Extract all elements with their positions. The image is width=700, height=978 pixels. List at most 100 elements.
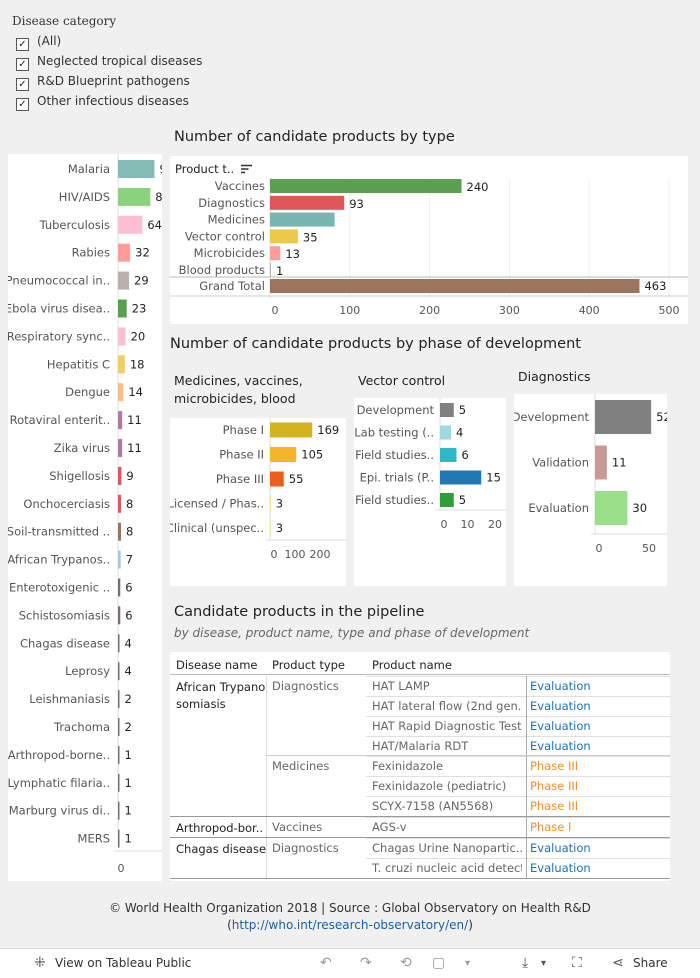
data-label: 5: [459, 403, 466, 417]
phase-bar: [270, 496, 271, 511]
tick-label: 0: [441, 518, 448, 531]
tick-label: 500: [659, 304, 680, 317]
checkbox-icon[interactable]: ✓: [16, 78, 29, 91]
phase-value[interactable]: Evaluation: [530, 699, 591, 713]
phase-value[interactable]: Phase III: [530, 759, 579, 773]
product-name[interactable]: HAT Rapid Diagnostic Test: [372, 719, 522, 733]
category-label: Enterotoxigenic ..: [9, 581, 110, 595]
category-label: Lymphatic filaria..: [8, 776, 110, 790]
phase-bar: [270, 447, 297, 462]
product-name[interactable]: HAT LAMP: [372, 679, 430, 693]
phase-bar: [440, 425, 451, 440]
product-name[interactable]: AGS-v: [372, 820, 407, 834]
phase-bar: [595, 445, 607, 480]
disease-bar: [118, 243, 131, 262]
share-icon[interactable]: ⋖: [612, 955, 624, 971]
data-label: 18: [130, 357, 145, 371]
phase-section-title: Number of candidate products by phase of…: [170, 336, 581, 352]
phase-divider: [526, 858, 527, 878]
tick-label: 0: [272, 304, 279, 317]
row-rule: [366, 817, 670, 818]
data-label: 13: [285, 247, 300, 261]
category-label: Validation: [532, 456, 589, 470]
product-type: Diagnostics: [272, 679, 339, 693]
category-label: Tuberculosis: [39, 218, 110, 232]
phase-value[interactable]: Evaluation: [530, 841, 591, 855]
footer-paren-close: ): [468, 918, 473, 932]
disease-bar: [118, 327, 126, 346]
filter-option[interactable]: ✓ Other infectious diseases: [16, 92, 189, 111]
data-label: 105: [301, 448, 323, 462]
product-name[interactable]: HAT lateral flow (2nd gen..: [372, 699, 522, 713]
pause-icon[interactable]: ▢: [432, 955, 446, 971]
category-label: Phase II: [219, 448, 264, 462]
medicines-panel: Phase I 169 Phase II 105 Phase III 55 Licensed…: [166, 418, 346, 586]
data-label: 6: [462, 448, 469, 462]
product-name[interactable]: SCYX-7158 (AN5568): [372, 799, 494, 813]
data-label: 4: [125, 636, 132, 650]
phase-value[interactable]: Evaluation: [530, 861, 591, 875]
checkbox-icon[interactable]: ✓: [16, 38, 29, 51]
category-label: MERS: [78, 832, 110, 846]
column-header: Product name: [372, 658, 452, 672]
disease-bar: [118, 662, 120, 681]
pause-dropdown-icon[interactable]: ▾: [465, 958, 471, 969]
product-name[interactable]: T. cruzi nucleic acid detect..: [372, 861, 522, 875]
filter-option[interactable]: ✓ (All): [16, 32, 61, 51]
data-label: 5: [459, 493, 466, 507]
total-bar: [270, 279, 640, 293]
product-name[interactable]: Fexinidazole: [372, 759, 444, 773]
row-rule: [366, 796, 670, 797]
share-button[interactable]: Share: [633, 956, 668, 970]
redo-icon[interactable]: ↷: [360, 955, 372, 971]
product-name[interactable]: Chagas Urine Nanopartic..: [372, 841, 522, 855]
phase-bar: [595, 400, 652, 434]
type-header[interactable]: Product t..: [175, 162, 252, 177]
phase-value[interactable]: Evaluation: [530, 719, 591, 733]
footer-link[interactable]: http://who.int/research-observatory/en/: [231, 918, 469, 932]
fullscreen-icon[interactable]: ⛶: [572, 955, 582, 971]
revert-icon[interactable]: ⟲: [400, 955, 412, 971]
phase-value[interactable]: Phase I: [530, 820, 572, 834]
category-label: Hepatitis C: [47, 357, 110, 371]
row-rule: [366, 776, 670, 777]
download-icon[interactable]: ⤓: [522, 955, 529, 971]
row-rule: [366, 756, 670, 757]
phase-value[interactable]: Evaluation: [530, 679, 591, 693]
view-on-tableau-link[interactable]: View on Tableau Public: [55, 956, 192, 970]
data-label: 30: [632, 501, 647, 515]
pipeline-panel[interactable]: Disease name Product type Product name Afri…: [170, 652, 670, 881]
undo-icon[interactable]: ↶: [320, 955, 332, 971]
data-label: 52: [656, 410, 667, 424]
type-divider: [266, 676, 267, 816]
disease-name: Arthropod-bor..: [176, 821, 264, 835]
category-label: Phase III: [216, 472, 264, 486]
filter-option[interactable]: ✓ Neglected tropical diseases: [16, 52, 202, 71]
product-name[interactable]: Fexinidazole (pediatric): [372, 779, 507, 793]
category-label: Licensed / Phas..: [170, 497, 264, 511]
checkbox-icon[interactable]: ✓: [16, 58, 29, 71]
checkbox-icon[interactable]: ✓: [16, 98, 29, 111]
disease-bar: [118, 215, 143, 234]
data-label: 8: [126, 525, 133, 539]
type-chart-panel: Product t.. Vaccines 240 Diagnostics 93 Medi…: [170, 156, 688, 324]
download-dropdown-icon[interactable]: ▾: [541, 958, 547, 969]
sort-icon[interactable]: [240, 163, 252, 177]
filter-option[interactable]: ✓ R&D Blueprint pathogens: [16, 72, 190, 91]
category-label: Medicines: [208, 213, 265, 227]
data-label: 55: [289, 472, 304, 486]
disease-bar: [118, 829, 120, 848]
phase-value[interactable]: Evaluation: [530, 739, 591, 753]
category-label: Epi. trials (P..: [360, 471, 434, 485]
disease-bar: [118, 355, 125, 374]
group-rule: [170, 837, 670, 838]
phase-value[interactable]: Phase III: [530, 779, 579, 793]
category-label: Schistosomiasis: [19, 608, 110, 622]
tableau-logo-icon[interactable]: ⁜: [34, 955, 46, 971]
category-label: Development: [514, 410, 589, 424]
data-label: 2: [125, 720, 132, 734]
type-rule: [266, 755, 670, 756]
phase-value[interactable]: Phase III: [530, 799, 579, 813]
disease-name-cell: Arthropod-bor..: [176, 820, 268, 837]
product-name[interactable]: HAT/Malaria RDT: [372, 739, 469, 753]
